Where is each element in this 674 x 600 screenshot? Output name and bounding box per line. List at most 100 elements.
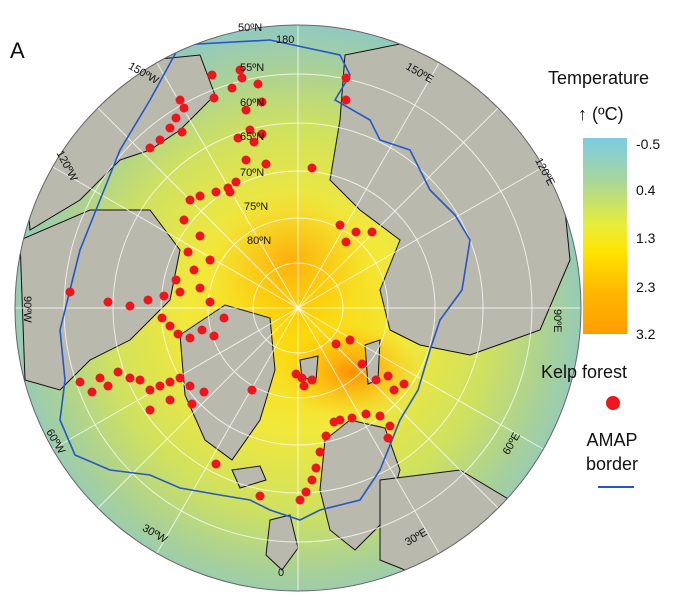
kelp-forest-point — [195, 283, 205, 293]
kelp-forest-point — [399, 379, 409, 389]
lat-label-75: 75ºN — [244, 201, 268, 213]
kelp-forest-point — [125, 373, 135, 383]
kelp-forest-point — [341, 73, 351, 83]
kelp-forest-point — [383, 433, 393, 443]
kelp-forest-point — [385, 421, 395, 431]
kelp-forest-point — [341, 237, 351, 247]
kelp-forest-point — [257, 129, 267, 139]
kelp-forest-point — [335, 415, 345, 425]
kelp-forest-point — [113, 367, 123, 377]
kelp-forest-point — [389, 385, 399, 395]
kelp-forest-point — [173, 329, 183, 339]
kelp-forest-point — [307, 375, 317, 385]
kelp-forest-point — [145, 143, 155, 153]
kelp-forest-point — [261, 159, 271, 169]
kelp-legend-dot — [606, 396, 620, 410]
kelp-forest-point — [301, 487, 311, 497]
lon-label-90e: 90ºE — [551, 309, 563, 333]
kelp-forest-point — [179, 103, 189, 113]
kelp-forest-point — [241, 105, 251, 115]
kelp-forest-point — [157, 313, 167, 323]
kelp-forest-point — [199, 387, 209, 397]
kelp-forest-point — [237, 73, 247, 83]
kelp-forest-point — [321, 431, 331, 441]
kelp-forest-point — [209, 93, 219, 103]
kelp-forest-point — [145, 385, 155, 395]
kelp-forest-point — [235, 65, 245, 75]
kelp-forest-point — [227, 83, 237, 93]
kelp-forest-point — [165, 377, 175, 387]
lat-label-60: 60ºN — [240, 97, 264, 109]
colorbar-tick: 2.3 — [636, 279, 656, 295]
lon-label-0: 0 — [278, 567, 284, 579]
amap-border — [59, 39, 471, 521]
kelp-forest-point — [65, 287, 75, 297]
kelp-forest-point — [209, 331, 219, 341]
kelp-forest-point — [171, 275, 181, 285]
lat-label-70: 70ºN — [240, 167, 264, 179]
kelp-forest-point — [189, 265, 199, 275]
land-iceland — [231, 465, 267, 489]
lon-label-180: 180 — [276, 34, 294, 46]
kelp-forest-point — [315, 447, 325, 457]
kelp-forest-point — [335, 220, 345, 230]
kelp-forest-point — [225, 187, 235, 197]
kelp-forest-point — [135, 375, 145, 385]
lat-label-50: 50ºN — [238, 22, 262, 34]
legend-subtitle: ↑ (ºC) — [578, 104, 624, 124]
kelp-forest-points — [65, 65, 409, 505]
kelp-forest-point — [361, 409, 371, 419]
amap-legend-line1: AMAP — [586, 430, 638, 450]
kelp-forest-point — [205, 255, 215, 265]
amap-legend-line — [598, 486, 634, 488]
kelp-forest-point — [95, 373, 105, 383]
kelp-forest-point — [177, 127, 187, 137]
kelp-forest-point — [345, 335, 355, 345]
kelp-forest-point — [87, 387, 97, 397]
kelp-forest-point — [207, 70, 217, 80]
kelp-forest-point — [103, 381, 113, 391]
kelp-forest-point — [295, 495, 305, 505]
kelp-forest-point — [375, 411, 385, 421]
kelp-legend-label: Kelp forest — [541, 362, 628, 382]
kelp-forest-point — [197, 325, 207, 335]
kelp-forest-point — [179, 215, 189, 225]
colorbar-tick: 1.3 — [636, 230, 656, 246]
kelp-forest-point — [347, 413, 357, 423]
kelp-forest-point — [185, 333, 195, 343]
kelp-forest-point — [165, 395, 175, 405]
kelp-forest-point — [145, 405, 155, 415]
kelp-forest-point — [165, 321, 175, 331]
lat-label-65: 65ºN — [240, 131, 264, 143]
kelp-forest-point — [299, 381, 309, 391]
kelp-forest-point — [187, 399, 197, 409]
kelp-forest-point — [205, 297, 215, 307]
temperature-colorbar — [583, 138, 627, 334]
kelp-forest-point — [185, 195, 195, 205]
kelp-forest-point — [351, 227, 361, 237]
panel-label: A — [10, 38, 25, 63]
legend-title: Temperature — [548, 68, 650, 88]
land-greenland — [179, 304, 276, 461]
kelp-forest-point — [383, 371, 393, 381]
amap-legend-label: AMAP border — [586, 428, 638, 476]
kelp-forest-point — [143, 295, 153, 305]
kelp-forest-point — [247, 385, 257, 395]
kelp-forest-point — [183, 247, 193, 257]
kelp-forest-point — [175, 373, 185, 383]
kelp-forest-point — [233, 133, 243, 143]
kelp-forest-point — [125, 301, 135, 311]
lat-label-55: 55ºN — [240, 62, 264, 74]
kelp-forest-point — [103, 297, 113, 307]
land-canada — [19, 209, 181, 391]
kelp-forest-point — [367, 227, 377, 237]
kelp-forest-point — [257, 97, 267, 107]
kelp-forest-point — [171, 113, 181, 123]
kelp-forest-point — [195, 231, 205, 241]
kelp-forest-point — [175, 287, 185, 297]
lat-label-80: 80ºN — [247, 235, 271, 247]
kelp-forest-point — [211, 459, 221, 469]
kelp-forest-point — [249, 137, 259, 147]
kelp-forest-point — [245, 125, 255, 135]
kelp-forest-point — [341, 95, 351, 105]
